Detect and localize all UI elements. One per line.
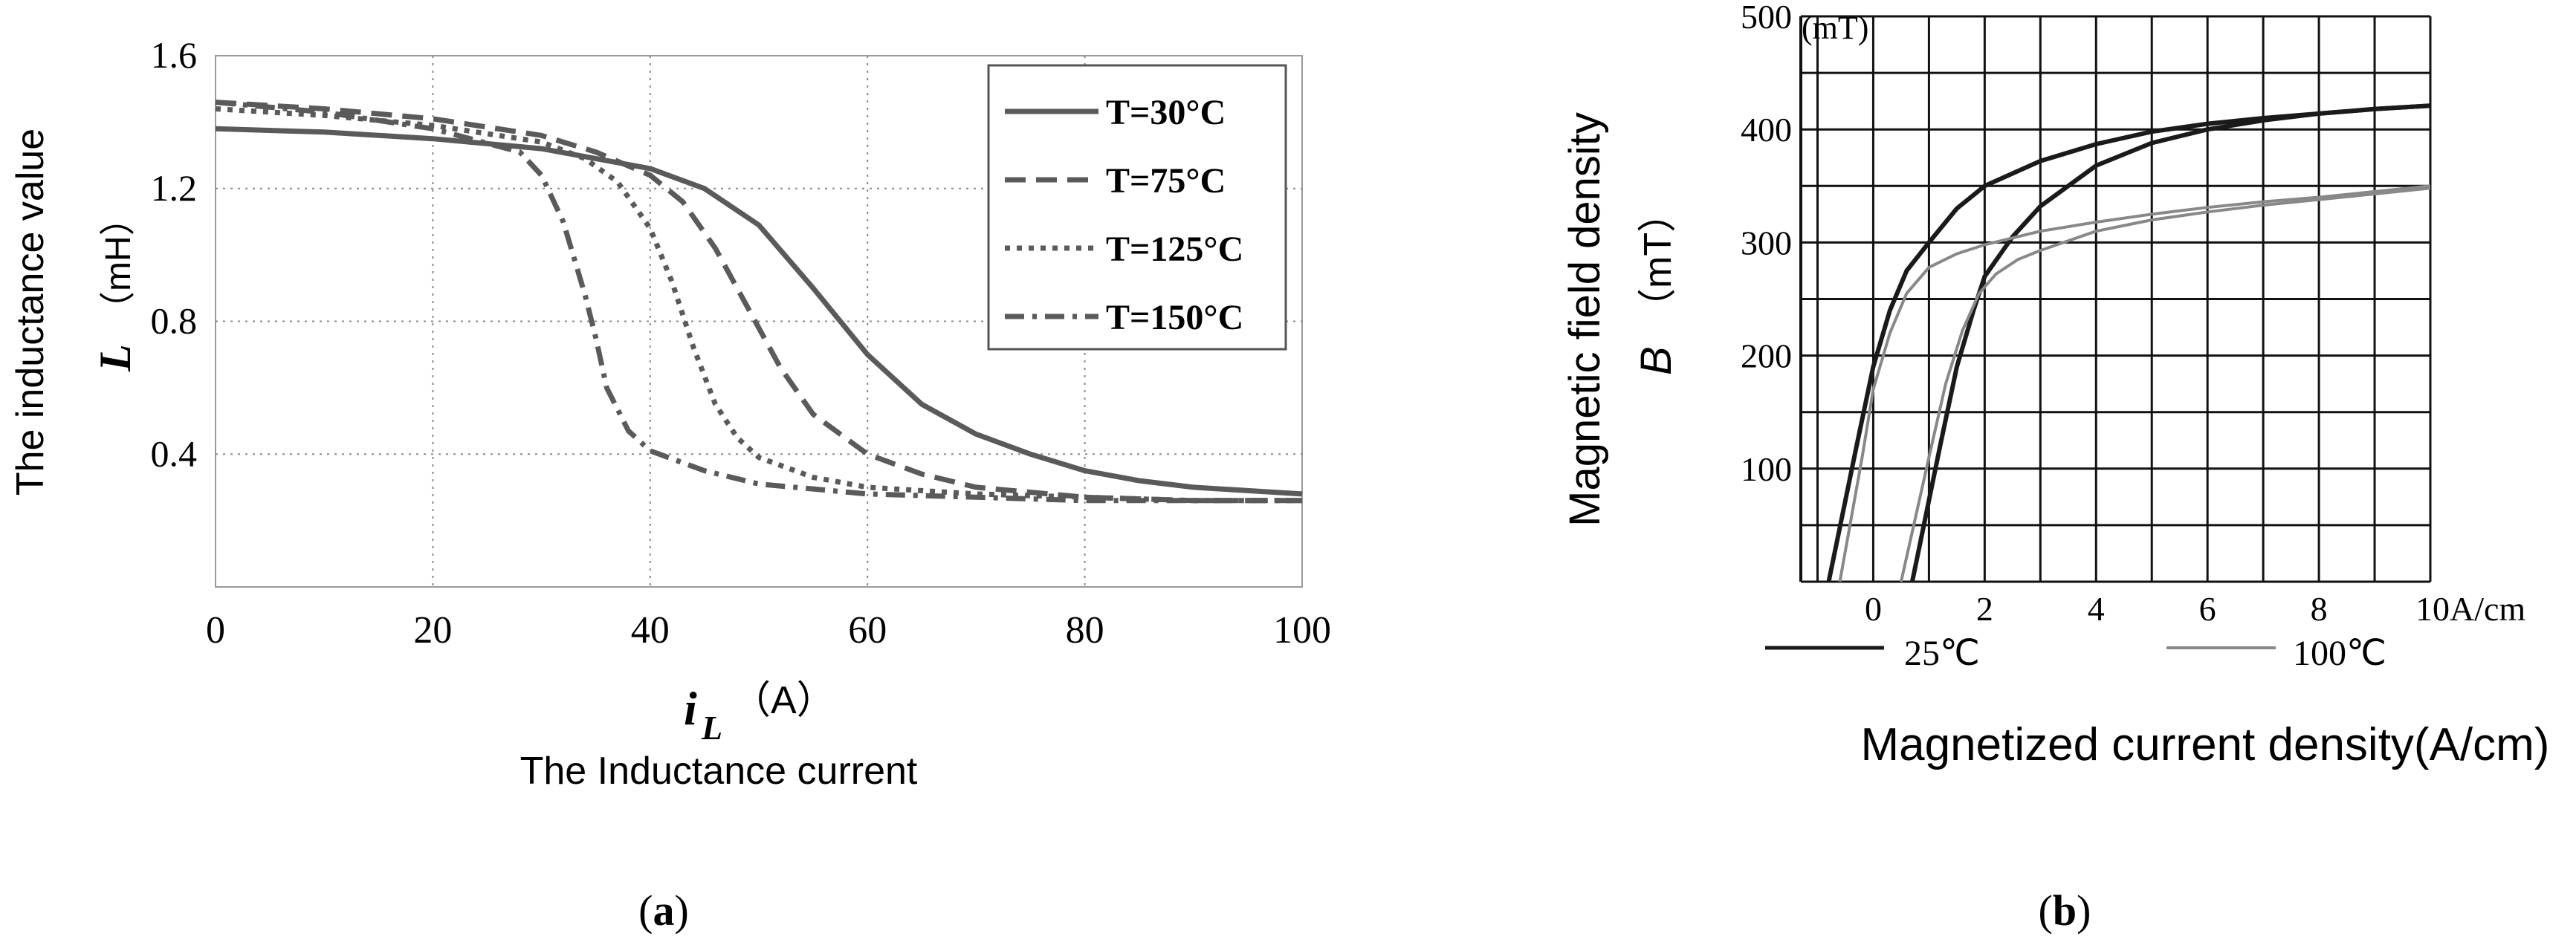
- chart-a-legend-label: T=150°C: [1106, 298, 1243, 337]
- chart-a-series: [215, 100, 1303, 504]
- chart-b-xtick-label: 2: [1976, 590, 1993, 628]
- chart-b-ytick-label: 200: [1741, 337, 1792, 375]
- chart-a-series-line-3: [215, 106, 1302, 504]
- panel-label-b-close: ): [2077, 886, 2091, 935]
- chart-b-ytick-label: 500: [1741, 0, 1792, 36]
- panel-label-a-letter: a: [653, 886, 675, 935]
- chart-a-legend-label: T=75°C: [1106, 161, 1226, 201]
- chart-a-xlabel-sub: L: [701, 709, 722, 747]
- chart-a-ytick-label: 1.2: [151, 167, 198, 209]
- chart-b-series-line-3: [1838, 184, 2431, 582]
- chart-a-xtick-label: 40: [631, 609, 670, 652]
- chart-b-xtick-label: 6: [2199, 590, 2216, 628]
- chart-b-xlabel: Magnetized current density(A/cm): [1861, 719, 2550, 770]
- chart-b-xtick-label: 4: [2088, 590, 2105, 628]
- chart-b-ylabel-symbol: B: [1632, 346, 1680, 375]
- chart-a-legend-label: T=125°C: [1106, 230, 1243, 269]
- chart-a-xlabel-symbol: i: [684, 682, 697, 735]
- chart-b-ytick-label: 300: [1741, 224, 1792, 262]
- chart-a-xtick-label: 0: [206, 609, 225, 652]
- panel-label-a-close: ): [675, 886, 689, 935]
- chart-b-ylabel-unit: （mT）: [1637, 194, 1680, 327]
- chart-b-xtick-label: 8: [2311, 590, 2328, 628]
- chart-a-xtick-label: 100: [1273, 609, 1331, 652]
- chart-a-xlabel-desc: The Inductance current: [520, 750, 918, 793]
- chart-b-unit-label: (mT): [1802, 10, 1868, 46]
- panel-label-b-letter: b: [2053, 886, 2077, 935]
- chart-b-series: [1826, 103, 2431, 582]
- panel-label-a: (a): [638, 886, 689, 935]
- chart-a-series-line-1: [215, 126, 1303, 497]
- chart-a-series-line-4: [215, 100, 1302, 504]
- panel-label-a-open: (: [638, 886, 653, 935]
- chart-b-legend-label-25: 25℃: [1904, 634, 1980, 673]
- chart-b-xtick-label: 10A/cm: [2415, 590, 2525, 628]
- chart-a-legend-label: T=30°C: [1106, 93, 1226, 132]
- chart-a-ylabel-symbol: L: [91, 344, 140, 372]
- chart-a-xtick-label: 80: [1066, 609, 1104, 652]
- chart-a-ytick-label: 0.8: [151, 300, 198, 342]
- chart-b-series-line-4: [1899, 186, 2431, 582]
- chart-b-series-line-2: [1909, 103, 2431, 582]
- chart-a-ylabel-unit: （mH）: [99, 200, 138, 327]
- chart-a: 0 20 40 60 80 100 0.4 0.8 1.2 1.6 T=30°C T=75°C T=1…: [9, 34, 1331, 935]
- chart-b-tick-labels: 0 2 4 6 8 10A/cm 100 200 300 400 500: [1741, 0, 2525, 628]
- chart-b: 0 2 4 6 8 10A/cm 100 200 300 400 500 (mT) 25℃ 100℃…: [1561, 0, 2549, 935]
- chart-b-ytick-label: 400: [1741, 111, 1792, 149]
- chart-a-xtick-label: 60: [848, 609, 887, 652]
- chart-b-xtick-label: 0: [1865, 590, 1882, 628]
- chart-a-xlabel-unit: （A）: [732, 679, 835, 722]
- panel-label-b-open: (: [2039, 886, 2053, 935]
- chart-a-ytick-label: 0.4: [151, 432, 198, 474]
- chart-a-tick-labels: 0 20 40 60 80 100 0.4 0.8 1.2 1.6: [151, 34, 1332, 652]
- chart-a-xtick-label: 20: [413, 609, 452, 652]
- chart-a-legend: T=30°C T=75°C T=125°C T=150°C: [987, 64, 1287, 351]
- chart-b-ytick-label: 100: [1741, 450, 1792, 488]
- panel-label-b: (b): [2039, 886, 2091, 935]
- chart-b-ylabel-desc: Magnetic field density: [1561, 112, 1609, 527]
- chart-b-legend: 25℃ 100℃: [1765, 634, 2386, 673]
- chart-b-series-line-1: [1826, 103, 2431, 582]
- chart-a-ytick-label: 1.6: [151, 34, 198, 76]
- chart-a-series-line-2: [215, 100, 1302, 504]
- chart-b-legend-label-100: 100℃: [2293, 634, 2386, 673]
- chart-a-ylabel-desc: The inductance value: [9, 129, 52, 496]
